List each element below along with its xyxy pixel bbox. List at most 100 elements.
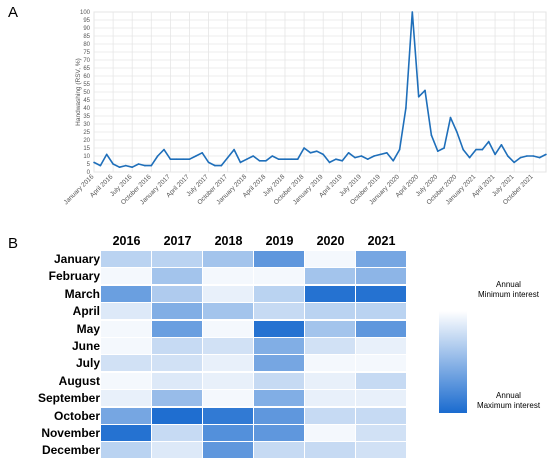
heatmap-cell bbox=[356, 320, 406, 337]
data-point bbox=[99, 164, 102, 167]
heatmap-cell bbox=[305, 338, 355, 354]
heatmap-cell bbox=[305, 407, 355, 424]
data-point bbox=[309, 152, 312, 154]
data-point bbox=[201, 152, 204, 154]
data-point bbox=[481, 148, 484, 151]
data-point bbox=[137, 163, 140, 165]
heatmap-cell bbox=[101, 372, 151, 389]
data-point bbox=[545, 153, 547, 156]
data-point bbox=[500, 144, 503, 146]
heatmap-cell bbox=[203, 372, 253, 389]
data-point bbox=[150, 164, 153, 167]
heatmap-cell bbox=[101, 338, 151, 354]
data-point bbox=[131, 166, 133, 168]
heatmap-cell bbox=[101, 268, 151, 285]
heatmap-cell bbox=[305, 372, 355, 389]
heatmap-cell bbox=[356, 355, 406, 372]
y-tick-label: 5 bbox=[87, 162, 91, 168]
heatmap-cell bbox=[254, 425, 304, 441]
y-tick-label: 75 bbox=[83, 50, 90, 56]
heatmap-cell bbox=[254, 320, 304, 337]
x-tick-label: January 2016 bbox=[63, 173, 96, 206]
heatmap-column-label: 2018 bbox=[214, 234, 243, 248]
y-tick-label: 100 bbox=[80, 10, 91, 16]
y-tick-label: 30 bbox=[83, 122, 90, 128]
heatmap-cell bbox=[254, 372, 304, 389]
heatmap-cell bbox=[254, 407, 304, 424]
heatmap-cell bbox=[305, 268, 355, 285]
data-point bbox=[245, 158, 248, 160]
heatmap-cell bbox=[101, 442, 151, 458]
heatmap-cell bbox=[203, 268, 253, 285]
data-point bbox=[507, 155, 509, 157]
heatmap-cell bbox=[203, 442, 253, 458]
heatmap-cell bbox=[305, 425, 355, 441]
data-point bbox=[519, 156, 522, 159]
heatmap-row-label: May bbox=[76, 321, 100, 336]
heatmap-row-label: October bbox=[53, 408, 100, 423]
heatmap-row-label: January bbox=[53, 252, 100, 266]
y-tick-label: 45 bbox=[83, 98, 90, 104]
heatmap-cell bbox=[305, 285, 355, 302]
data-point bbox=[169, 158, 172, 160]
heatmap-cell bbox=[101, 285, 151, 302]
heatmap-row-label: September bbox=[37, 391, 100, 406]
heatmap-cell bbox=[254, 285, 304, 302]
data-point bbox=[214, 164, 216, 167]
heatmap-row-label: April bbox=[72, 304, 100, 319]
data-point bbox=[354, 156, 356, 159]
data-point bbox=[303, 147, 305, 149]
heatmap-cell bbox=[203, 320, 253, 337]
panel-b-label: B bbox=[8, 235, 19, 252]
legend-min-label: Annual Minimum interest bbox=[478, 280, 539, 299]
heatmap-cell bbox=[152, 407, 202, 424]
data-point bbox=[226, 156, 229, 159]
data-point bbox=[443, 147, 445, 149]
heatmap-row-label: December bbox=[41, 443, 100, 458]
legend-max-label: Annual Maximum interest bbox=[476, 391, 541, 410]
heatmap-cell bbox=[254, 442, 304, 458]
data-point bbox=[105, 153, 108, 156]
data-point bbox=[335, 158, 337, 160]
heatmap-cell bbox=[305, 390, 355, 407]
heatmap-cell bbox=[254, 338, 304, 354]
data-point bbox=[265, 160, 267, 162]
heatmap-cell bbox=[203, 390, 253, 407]
data-point bbox=[316, 150, 318, 152]
y-tick-label: 25 bbox=[83, 130, 90, 136]
heatmap-cell bbox=[254, 303, 304, 320]
data-point bbox=[112, 163, 114, 165]
heatmap-cell bbox=[101, 390, 151, 407]
data-point bbox=[252, 155, 254, 157]
heatmap-cell bbox=[101, 303, 151, 320]
panel-a-label: A bbox=[8, 4, 19, 21]
y-tick-label: 95 bbox=[83, 18, 90, 24]
heatmap-cell bbox=[203, 251, 253, 267]
data-point bbox=[188, 158, 191, 160]
heatmap-cell bbox=[101, 407, 151, 424]
heatmap-cell bbox=[203, 355, 253, 372]
data-point bbox=[125, 164, 127, 167]
y-tick-label: 10 bbox=[83, 154, 90, 160]
heatmap-cell bbox=[356, 285, 406, 302]
data-point bbox=[436, 150, 439, 152]
heatmap-cell bbox=[356, 372, 406, 389]
heatmap-cell bbox=[356, 390, 406, 407]
legend-gradient bbox=[439, 311, 467, 413]
heatmap-cell bbox=[356, 338, 406, 354]
data-point bbox=[379, 153, 382, 156]
heatmap-row-label: March bbox=[64, 286, 100, 301]
y-tick-label: 20 bbox=[83, 138, 90, 144]
data-point bbox=[347, 152, 350, 154]
data-point bbox=[296, 158, 299, 160]
heatmap-row-label: July bbox=[75, 356, 100, 371]
heatmap-cell bbox=[356, 425, 406, 441]
heatmap-column-label: 2021 bbox=[367, 234, 396, 248]
heatmap-cell bbox=[152, 355, 202, 372]
data-point bbox=[93, 161, 95, 164]
data-point bbox=[494, 153, 496, 156]
y-tick-label: 80 bbox=[83, 42, 90, 48]
heatmap-column-label: 2016 bbox=[112, 234, 141, 248]
heatmap-cell bbox=[203, 338, 253, 354]
heatmap-cell bbox=[203, 425, 253, 441]
